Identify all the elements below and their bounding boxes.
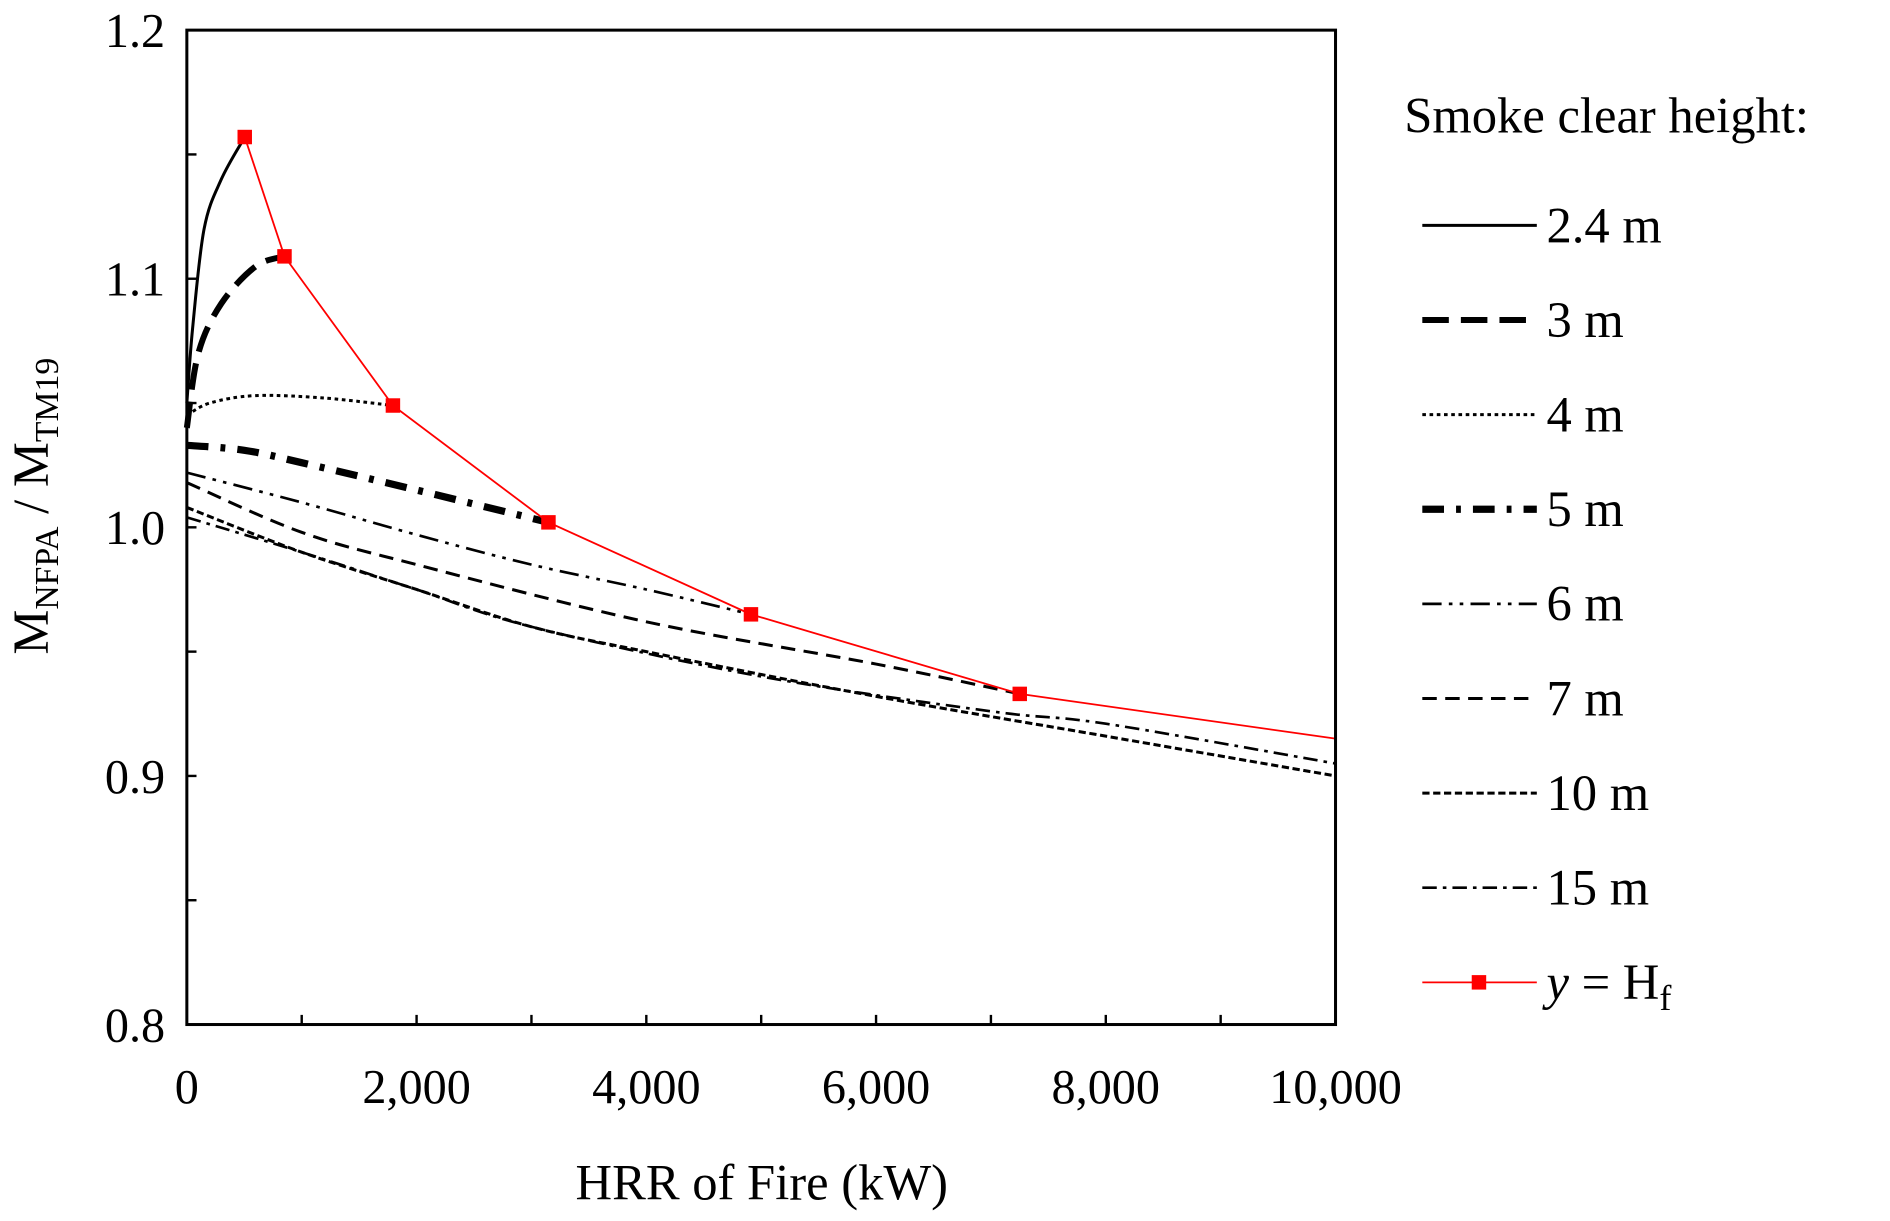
legend-label: 2.4 m: [1546, 197, 1661, 253]
x-tick-label: 8,000: [1052, 1061, 1160, 1114]
legend: 2.4 m 3 m 4 m 5 m 6 m 7 m 10 m 15 m y = Hf: [1422, 197, 1672, 1018]
legend-label: 3 m: [1546, 292, 1623, 348]
series-lines: [183, 129, 1336, 778]
x-axis-label: HRR of Fire (kW): [576, 1154, 948, 1210]
legend-label: 5 m: [1546, 481, 1623, 537]
series-line-15-m: [186, 516, 1336, 765]
series-line-6-m: [186, 471, 752, 616]
legend-label: 10 m: [1546, 765, 1649, 821]
y-tick-label: 1.0: [105, 502, 165, 555]
legend-label: y = Hf: [1541, 954, 1672, 1018]
series-line-10-m: [186, 506, 1336, 778]
plot-frame: [185, 28, 1338, 1027]
axis-ticks: [186, 153, 1222, 1025]
legend-label: 15 m: [1546, 860, 1649, 916]
y-tick-label: 1.2: [105, 5, 165, 58]
data-point-marker: [385, 398, 401, 413]
legend-label: 4 m: [1546, 387, 1623, 443]
y-tick-label: 1.1: [105, 254, 165, 307]
y-axis-label: MNFPA / MTM19: [3, 358, 66, 655]
series-line-5-m: [186, 441, 550, 526]
data-point-marker: [1012, 686, 1027, 702]
series-line-3-m: [183, 253, 286, 429]
data-point-marker: [743, 607, 759, 622]
legend-marker: [1471, 975, 1487, 990]
x-tick-label: 0: [175, 1061, 199, 1114]
data-point-marker: [541, 515, 556, 530]
legend-title: Smoke clear height:: [1404, 88, 1809, 144]
y-tick-label: 0.8: [105, 999, 165, 1052]
series-line-2-4-m: [185, 136, 247, 404]
series-line-7-m: [186, 481, 1021, 696]
x-tick-label: 6,000: [822, 1061, 930, 1114]
data-point-marker: [237, 129, 252, 145]
x-tick-label: 10,000: [1269, 1061, 1402, 1114]
series-line-4-m: [186, 393, 394, 417]
x-tick-label: 2,000: [362, 1061, 470, 1114]
x-tick-label: 4,000: [592, 1061, 700, 1114]
tick-labels: 0 2,000 4,000 6,000 8,000 10,000 0.8 0.9 1.0 1.1 1…: [105, 5, 1402, 1114]
y-tick-label: 0.9: [105, 751, 165, 804]
data-point-marker: [277, 249, 292, 264]
legend-label: 7 m: [1546, 670, 1623, 726]
legend-label: 6 m: [1546, 576, 1623, 632]
